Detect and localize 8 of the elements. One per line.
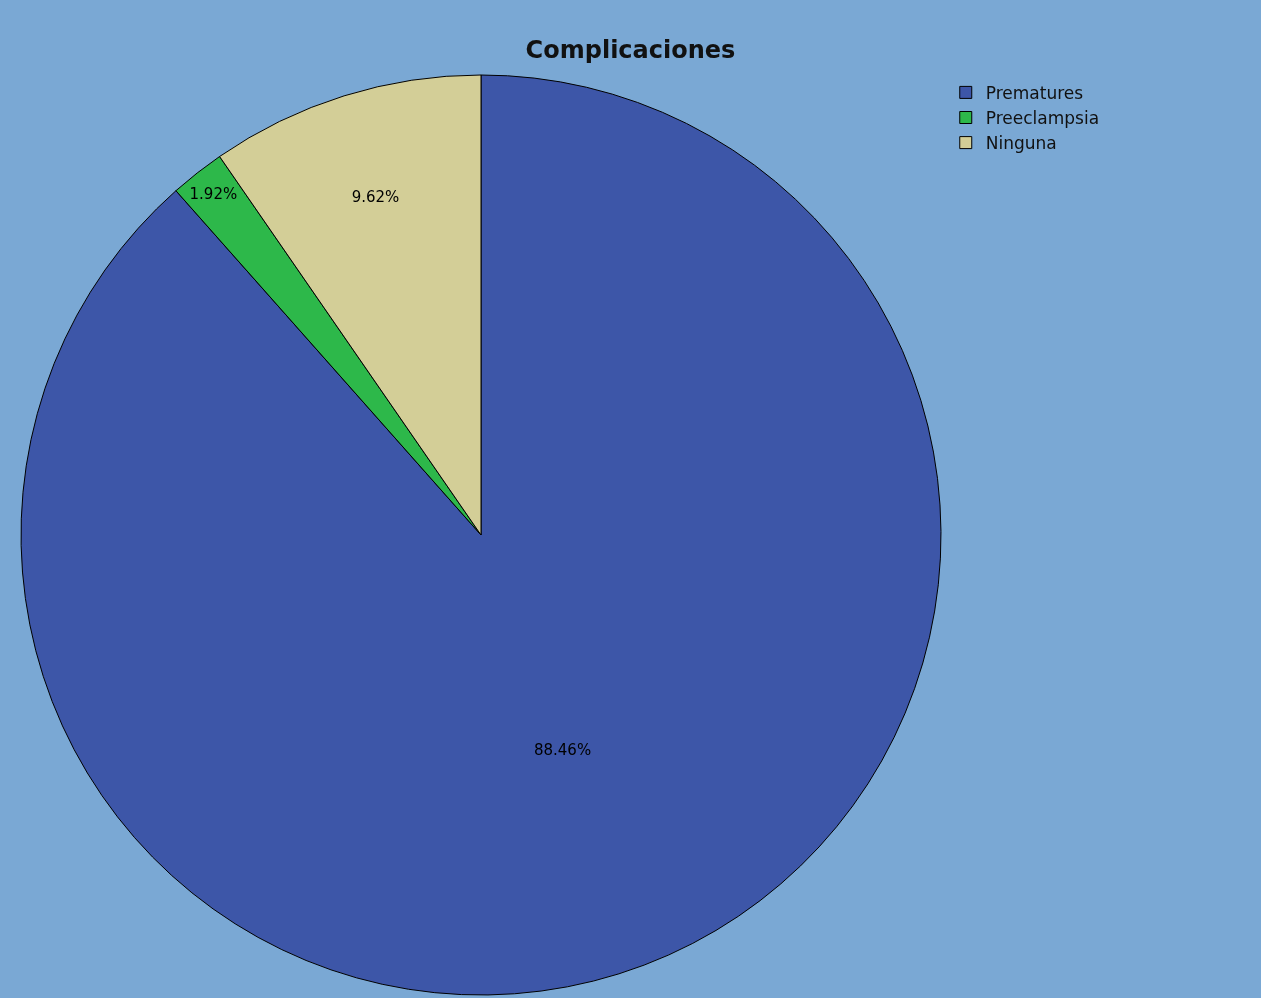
legend-label: Prematures [985,83,1084,104]
data-label: 88.46% [533,741,592,760]
data-label: 9.62% [351,187,400,206]
legend-label: Ninguna [985,133,1057,154]
legend-label: Preeclampsia [985,108,1100,129]
chart-title: Complicaciones [525,36,736,65]
pie-slice [21,74,942,996]
data-label: 1.92% [189,184,238,203]
